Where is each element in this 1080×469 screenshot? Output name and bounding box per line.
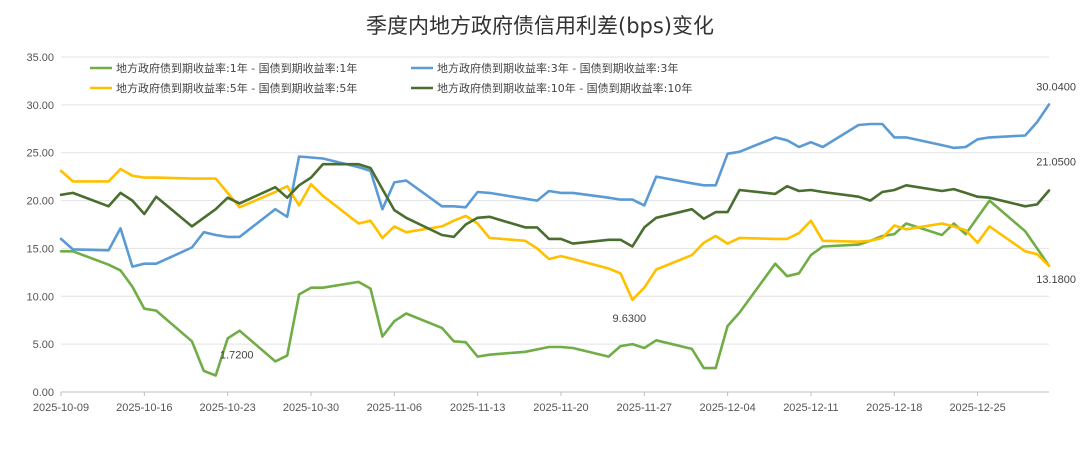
y-tick-label: 20.00	[26, 196, 54, 208]
series-line-2	[59, 103, 1051, 268]
x-tick-label: 2025-10-30	[283, 402, 339, 414]
y-tick-label: 30.00	[26, 100, 54, 112]
legend-label: 地方政府债到期收益率:10年 - 国债到期收益率:10年	[437, 81, 692, 95]
x-tick-label: 2025-10-16	[116, 402, 172, 414]
chart-title: 季度内地方政府债信用利差(bps)变化	[366, 14, 714, 38]
x-tick-label: 2025-12-04	[699, 402, 755, 414]
gridlines	[61, 56, 1049, 393]
x-tick-label: 2025-12-11	[783, 402, 838, 414]
data-labels: 1.7200 30.0400 9.6300 13.1800 21.0500	[220, 81, 1076, 361]
y-tick-label: 35.00	[26, 52, 54, 64]
y-tick-label: 5.00	[33, 339, 54, 351]
x-tick-label: 2025-12-18	[866, 402, 922, 414]
y-tick-label: 10.00	[26, 291, 54, 303]
x-axis: 2025-10-09 2025-10-16 2025-10-23 2025-10-30…	[33, 392, 1006, 414]
y-tick-label: 15.00	[26, 243, 54, 255]
legend: 地方政府债到期收益率:1年 - 国债到期收益率:1年 地方政府债到期收益率:3年 …	[90, 61, 692, 95]
y-tick-label: 0.00	[33, 387, 54, 399]
legend-label: 地方政府债到期收益率:5年 - 国债到期收益率:5年	[116, 81, 357, 95]
x-tick-label: 2025-11-27	[617, 402, 672, 414]
series-line-4	[59, 162, 1051, 248]
data-label: 9.6300	[613, 313, 647, 325]
data-label: 21.0500	[1036, 157, 1076, 169]
x-tick-label: 2025-11-13	[450, 402, 505, 414]
data-label: 1.7200	[220, 350, 254, 362]
x-tick-label: 2025-10-09	[33, 402, 89, 414]
x-tick-label: 2025-12-25	[949, 402, 1005, 414]
y-tick-label: 25.00	[26, 148, 54, 160]
series-line-3	[59, 167, 1051, 302]
legend-label: 地方政府债到期收益率:1年 - 国债到期收益率:1年	[116, 61, 357, 75]
series-lines	[59, 103, 1051, 377]
data-label: 30.0400	[1036, 81, 1076, 93]
x-tick-label: 2025-11-20	[533, 402, 588, 414]
y-axis: 0.00 5.00 10.00 15.00 20.00 25.00 30.00 35.00	[26, 52, 54, 399]
data-label: 13.1800	[1036, 274, 1076, 286]
x-tick-label: 2025-10-23	[200, 402, 256, 414]
legend-label: 地方政府债到期收益率:3年 - 国债到期收益率:3年	[437, 61, 678, 75]
x-tick-label: 2025-11-06	[367, 402, 422, 414]
